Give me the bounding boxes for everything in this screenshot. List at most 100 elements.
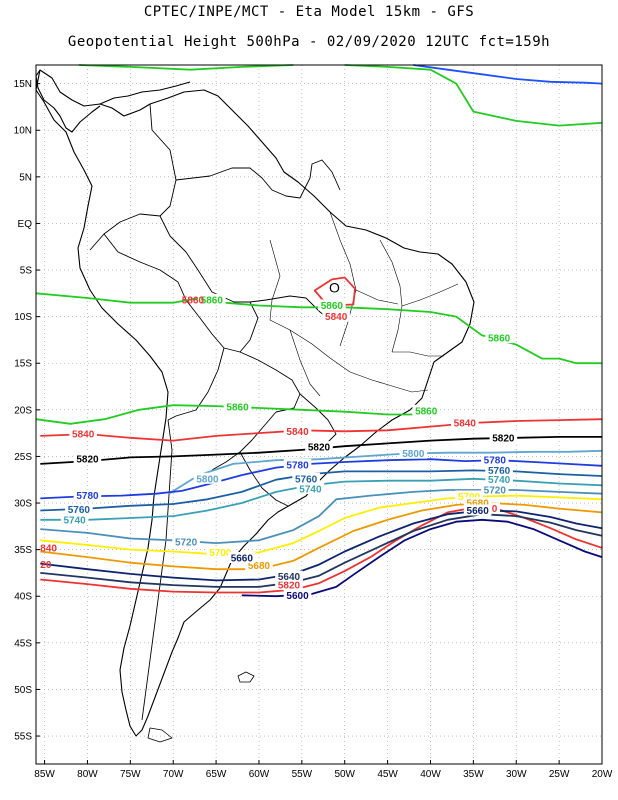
lon-tick-label: 65W [206,769,227,780]
contour-label-bg [296,483,325,495]
contour-label-bg [481,483,509,495]
lat-tick-label: 10N [14,126,32,137]
lat-tick-label: 45S [14,638,32,649]
contour-label-5740: 5740 [63,515,86,526]
contour-label-bg [206,546,235,558]
contour-5860 [344,64,603,127]
contour-label-bg [283,425,312,437]
contour-label-bg [73,453,102,465]
chart-title-line1: CPTEC/INPE/MCT - Eta Model 15km - GFS [143,4,475,20]
lon-tick-label: 55W [292,769,313,780]
lon-tick-label: 35W [463,769,484,780]
lat-tick-label: 50S [14,685,32,696]
contour-label-5780: 5780 [286,460,309,471]
contour-label-bg [193,472,222,484]
contour-label-5660: 5660 [231,554,254,565]
contour-label-5840: 5820 [278,581,301,592]
contour-label-5860: 5860 [321,301,344,312]
contour-label-bg [223,401,252,413]
contour-label-bg [489,431,518,443]
contour-5600 [241,518,603,598]
lat-tick-label: 10S [14,312,32,323]
contour-5640 [40,513,603,588]
map-frame [35,64,603,765]
contour-label-bg [172,536,200,548]
lat-tick-label: 5N [19,172,32,183]
contour-label-bg [485,332,513,344]
contour-label-5840: 5840 [286,427,309,438]
contour-label-bg [283,589,312,601]
contour-5880 [413,64,603,85]
contour-label-bg [481,454,509,466]
contour-label-bg [228,552,256,564]
lon-tick-label: 50W [334,769,355,780]
contour-label-bg [399,447,428,459]
contour-label-bg [283,458,312,470]
contour-5840 [40,506,603,594]
contour-label-5860: 5860 [488,334,511,345]
contour-label-5640: 5640 [278,572,301,583]
lat-tick-label: 40S [14,592,32,603]
lon-tick-label: 85W [34,769,55,780]
lon-tick-label: 25W [549,769,570,780]
lat-tick-label: 35S [14,545,32,556]
contour-label-bg [198,293,226,305]
contour-5800 [168,449,603,495]
contour-label-5760: 5760 [488,466,511,477]
high-center-symbol: O [329,280,340,296]
contour-label-5740: 5740 [299,485,322,496]
contour-label-bg [305,441,333,453]
contour-label-5600: 5600 [286,591,309,602]
south-america-coastline [35,69,475,737]
contour-label-bg [455,490,483,502]
lon-tick-label: 80W [77,769,98,780]
contour-label-5840: 5840 [325,312,348,323]
contour-label-partial: 5860 [182,295,205,306]
lon-tick-label: 40W [420,769,441,780]
contour-5860 [35,292,602,365]
tierra-del-fuego [147,727,173,743]
lat-tick-label: 25S [14,452,32,463]
contour-label-bg [485,473,513,485]
contour-label-5760: 5760 [68,505,91,516]
contour-label-bg [318,299,346,311]
lon-tick-label: 20W [592,769,613,780]
contour-label-bg [485,464,513,476]
contour-label-5740: 5740 [488,475,511,486]
caribbean-coast [99,81,191,105]
contour-label-5820: 5820 [76,455,99,466]
contour-label-5780: 5780 [484,456,507,467]
contour-label-bg [322,310,350,322]
contour-label-5760: 5760 [295,474,318,485]
lon-tick-label: 30W [506,769,527,780]
contour-label-5820: 5820 [492,433,515,444]
contour-label-5720: 5720 [484,485,507,496]
contour-label-5860: 5860 [226,403,249,414]
contour-label-5780: 5780 [76,491,99,502]
contour-label-bg [450,416,479,428]
lat-tick-label: EQ [18,219,33,230]
coastlines-and-borders [35,69,475,743]
contour-label-5840: 5840 [72,430,95,441]
contour-label-bg [463,497,492,509]
contour-label-5800: 5800 [402,449,425,460]
falkland-islands [237,671,255,683]
contour-5660 [40,509,603,582]
contour-lines [35,64,603,598]
contour-label-5840: 5840 [454,418,477,429]
national-borders [89,103,341,721]
lon-tick-label: 45W [377,769,398,780]
lon-tick-label: 70W [163,769,184,780]
contour-5860 [78,64,294,71]
contour-label-5860: 5860 [415,406,438,417]
contour-label-5680: 5680 [467,499,490,510]
contour-label-bg [65,503,93,515]
lat-tick-label: 30S [14,499,32,510]
contour-label-bg [275,579,303,591]
contour-5680 [40,502,603,571]
contour-label-bg [463,504,492,516]
contour-label-bg [292,472,320,484]
lat-tick-label: 20S [14,405,32,416]
